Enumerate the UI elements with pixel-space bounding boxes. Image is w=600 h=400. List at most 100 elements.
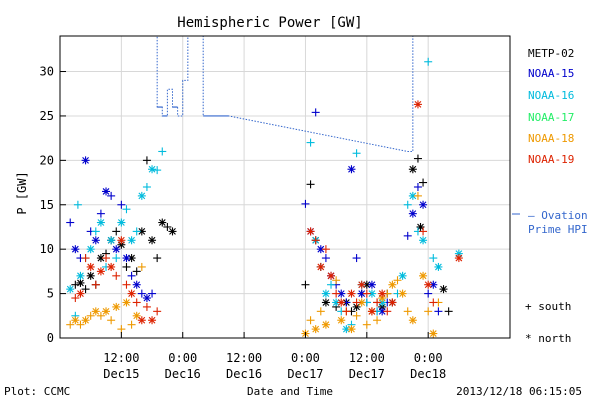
- point-south: [429, 298, 438, 307]
- x-ticks: 12:00 Dec15 0:00 Dec16 12:00 Dec16 0:00 Dec17 12…: [103, 332, 446, 381]
- point-north: [388, 298, 397, 307]
- point-south: [403, 307, 412, 316]
- data-points: [66, 57, 463, 338]
- point-south: [66, 218, 75, 227]
- point-north: [347, 289, 356, 298]
- footer-timestamp: 2013/12/18 06:15:05: [456, 385, 582, 398]
- point-south: [419, 227, 428, 236]
- legend-ovation-line1: — Ovation: [528, 209, 588, 222]
- point-south: [419, 178, 428, 187]
- point-south: [373, 316, 382, 325]
- point-south: [352, 311, 361, 320]
- point-north: [86, 271, 95, 280]
- point-south: [316, 307, 325, 316]
- point-north: [91, 307, 100, 316]
- point-south: [429, 254, 438, 263]
- point-south: [301, 199, 310, 208]
- point-south: [137, 262, 146, 271]
- point-north: [398, 289, 407, 298]
- point-north: [127, 236, 136, 245]
- y-tick-label: 0: [47, 331, 54, 345]
- point-south: [311, 236, 320, 245]
- point-north: [112, 302, 121, 311]
- point-north: [321, 289, 330, 298]
- point-south: [122, 262, 131, 271]
- point-north: [122, 298, 131, 307]
- point-north: [347, 325, 356, 334]
- point-north: [378, 289, 387, 298]
- point-south: [153, 254, 162, 263]
- point-north: [122, 254, 131, 263]
- point-north: [137, 316, 146, 325]
- point-north: [419, 200, 428, 209]
- legend-entry-noaa-16: NOAA-16: [528, 89, 574, 102]
- y-tick-label: 20: [40, 153, 54, 167]
- point-north: [132, 311, 141, 320]
- point-north: [342, 325, 351, 334]
- point-north: [306, 227, 315, 236]
- point-south: [301, 280, 310, 289]
- x-tick-date: Dec17: [287, 367, 323, 381]
- plot-frame: [59, 35, 511, 339]
- point-south: [383, 307, 392, 316]
- point-south: [424, 289, 433, 298]
- point-south: [76, 320, 85, 329]
- point-south: [132, 298, 141, 307]
- point-north: [148, 236, 157, 245]
- point-north: [71, 316, 80, 325]
- point-south: [403, 200, 412, 209]
- x-tick-label: 0:00: [168, 351, 197, 365]
- point-north: [454, 254, 463, 263]
- point-south: [311, 108, 320, 117]
- x-tick-label: 12:00: [103, 351, 139, 365]
- point-south: [393, 276, 402, 285]
- x-tick-label: 12:00: [226, 351, 262, 365]
- y-ticks: 0 5 10 15 20 25 30: [40, 65, 66, 345]
- y-tick-label: 5: [47, 287, 54, 301]
- point-north: [81, 156, 90, 165]
- legend-entry-metp-02: METP-02: [528, 47, 574, 60]
- ovation-step-line: [152, 35, 414, 152]
- point-north: [117, 218, 126, 227]
- point-south: [142, 156, 151, 165]
- footer-plot-credit: Plot: CCMC: [4, 385, 70, 398]
- point-south: [112, 271, 121, 280]
- point-south: [142, 302, 151, 311]
- point-north: [327, 271, 336, 280]
- point-south: [122, 280, 131, 289]
- point-south: [424, 57, 433, 66]
- point-north: [357, 280, 366, 289]
- legend-entry-noaa-18: NOAA-18: [528, 132, 574, 145]
- point-north: [337, 316, 346, 325]
- point-north: [71, 245, 80, 254]
- point-north: [96, 267, 105, 276]
- point-north: [367, 307, 376, 316]
- point-north: [96, 254, 105, 263]
- point-north: [91, 236, 100, 245]
- point-south: [102, 254, 111, 263]
- point-south: [434, 307, 443, 316]
- point-south: [403, 231, 412, 240]
- grid: [60, 36, 510, 338]
- point-south: [362, 320, 371, 329]
- point-north: [142, 294, 151, 303]
- point-north: [367, 280, 376, 289]
- x-tick-label: 12:00: [349, 351, 385, 365]
- point-north: [137, 227, 146, 236]
- point-north: [107, 262, 116, 271]
- point-south: [352, 149, 361, 158]
- point-south: [153, 166, 162, 175]
- point-north: [76, 289, 85, 298]
- y-axis-label: P [GW]: [15, 171, 29, 214]
- point-south: [137, 289, 146, 298]
- point-south: [107, 316, 116, 325]
- point-south: [352, 254, 361, 263]
- point-north: [408, 209, 417, 218]
- point-north: [148, 165, 157, 174]
- point-south: [112, 227, 121, 236]
- point-south: [321, 245, 330, 254]
- point-south: [352, 298, 361, 307]
- point-south: [148, 289, 157, 298]
- point-south: [117, 200, 126, 209]
- point-south: [132, 227, 141, 236]
